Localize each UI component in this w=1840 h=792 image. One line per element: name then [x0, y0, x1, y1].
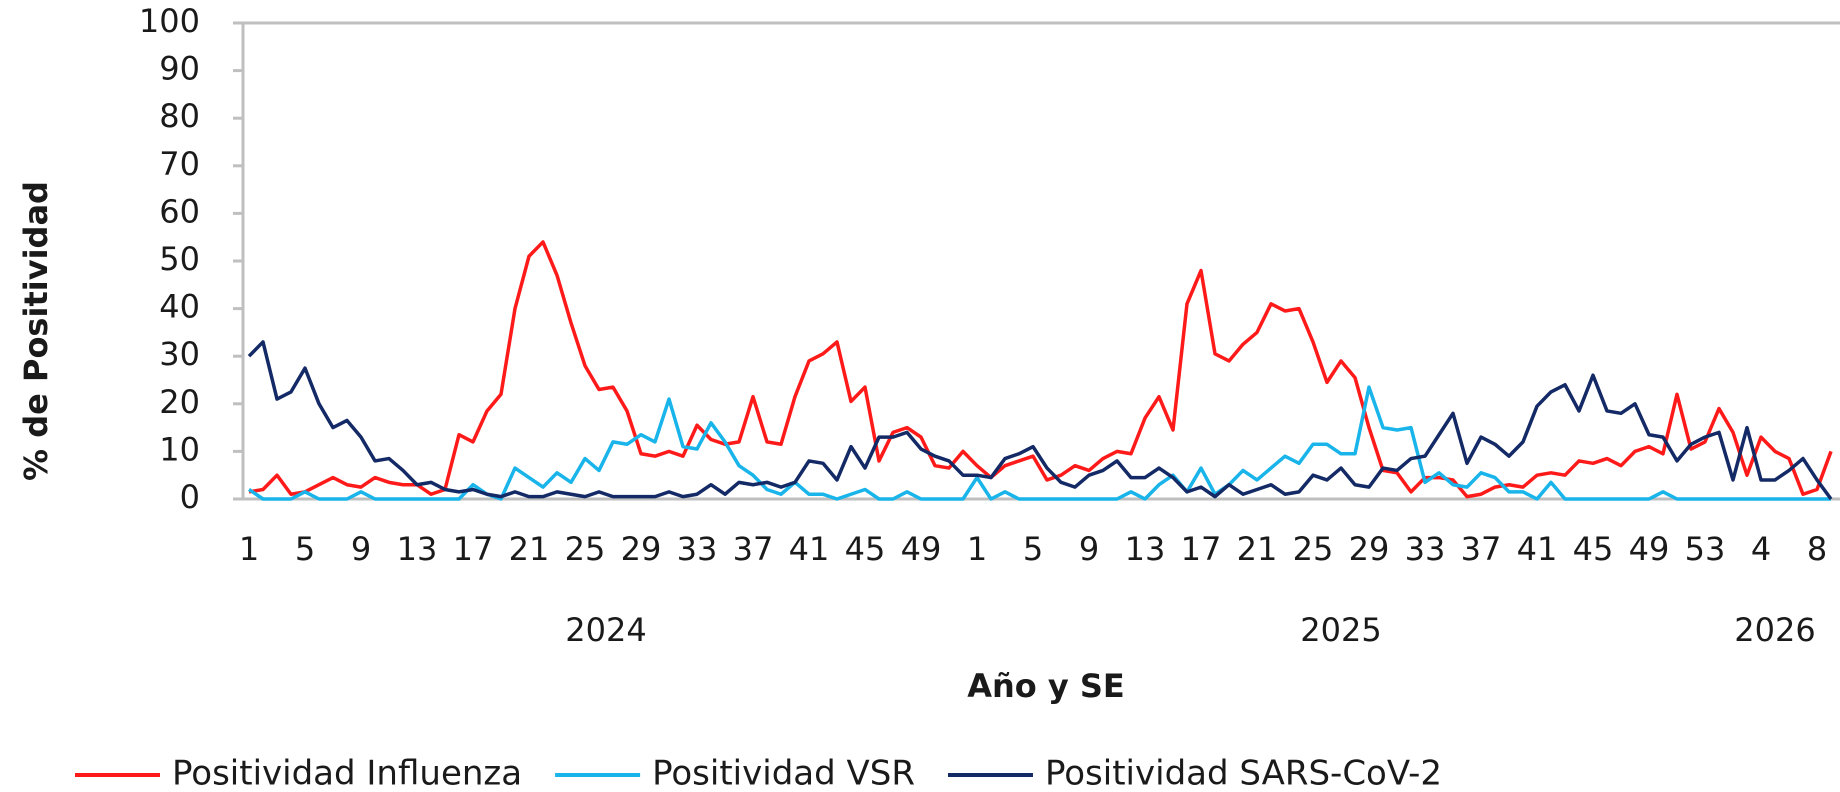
x-tick-label: 1: [239, 530, 259, 568]
x-axis-title: Año y SE: [967, 667, 1125, 705]
y-tick-label: 90: [159, 50, 200, 88]
data-line: [247, 340, 1833, 501]
x-tick-label: 13: [1125, 530, 1166, 568]
x-tick-label: 21: [509, 530, 550, 568]
x-tick-label: 9: [351, 530, 371, 568]
y-tick-label: 20: [159, 383, 200, 421]
year-label: 2026: [1734, 611, 1815, 649]
x-tick-label: 33: [677, 530, 718, 568]
x-tick-label: 45: [1573, 530, 1614, 568]
x-tick-label: 37: [1461, 530, 1502, 568]
legend-label: Positividad SARS-CoV-2: [1045, 754, 1442, 792]
x-tick-label: 5: [1023, 530, 1043, 568]
x-tick-label: 29: [1349, 530, 1390, 568]
y-axis-title: % de Positividad: [17, 181, 55, 481]
y-tick-label: 80: [159, 97, 200, 135]
x-tick-label: 41: [789, 530, 830, 568]
legend-label: Positividad Influenza: [172, 754, 522, 792]
x-tick-label: 8: [1807, 530, 1827, 568]
data-line: [248, 385, 1831, 501]
x-tick-label: 9: [1079, 530, 1099, 568]
y-tick-label: 60: [159, 192, 200, 230]
x-tick-label: 49: [1629, 530, 1670, 568]
x-tick-label: 33: [1405, 530, 1446, 568]
x-tick-label: 17: [1181, 530, 1222, 568]
y-tick-label: 40: [159, 288, 200, 326]
y-tick-label: 50: [159, 240, 200, 278]
x-tick-label: 49: [901, 530, 942, 568]
x-tick-label: 25: [565, 530, 606, 568]
x-tick-label: 41: [1517, 530, 1558, 568]
x-tick-label: 17: [453, 530, 494, 568]
legend-label: Positividad VSR: [652, 754, 915, 792]
y-tick-label: 100: [139, 2, 200, 40]
x-tick-label: 13: [397, 530, 438, 568]
data-line: [248, 240, 1833, 499]
y-tick-label: 30: [159, 335, 200, 373]
x-tick-label: 1: [967, 530, 987, 568]
x-tick-label: 45: [845, 530, 886, 568]
x-tick-label: 4: [1751, 530, 1771, 568]
x-tick-label: 5: [295, 530, 315, 568]
x-tick-label: 37: [733, 530, 774, 568]
y-tick-label: 10: [159, 430, 200, 468]
x-tick-label: 21: [1237, 530, 1278, 568]
year-label: 2025: [1300, 611, 1381, 649]
x-tick-label: 53: [1685, 530, 1726, 568]
y-tick-label: 70: [159, 145, 200, 183]
y-tick-label: 0: [180, 478, 200, 516]
x-tick-label: 25: [1293, 530, 1334, 568]
x-tick-label: 29: [621, 530, 662, 568]
year-label: 2024: [565, 611, 646, 649]
